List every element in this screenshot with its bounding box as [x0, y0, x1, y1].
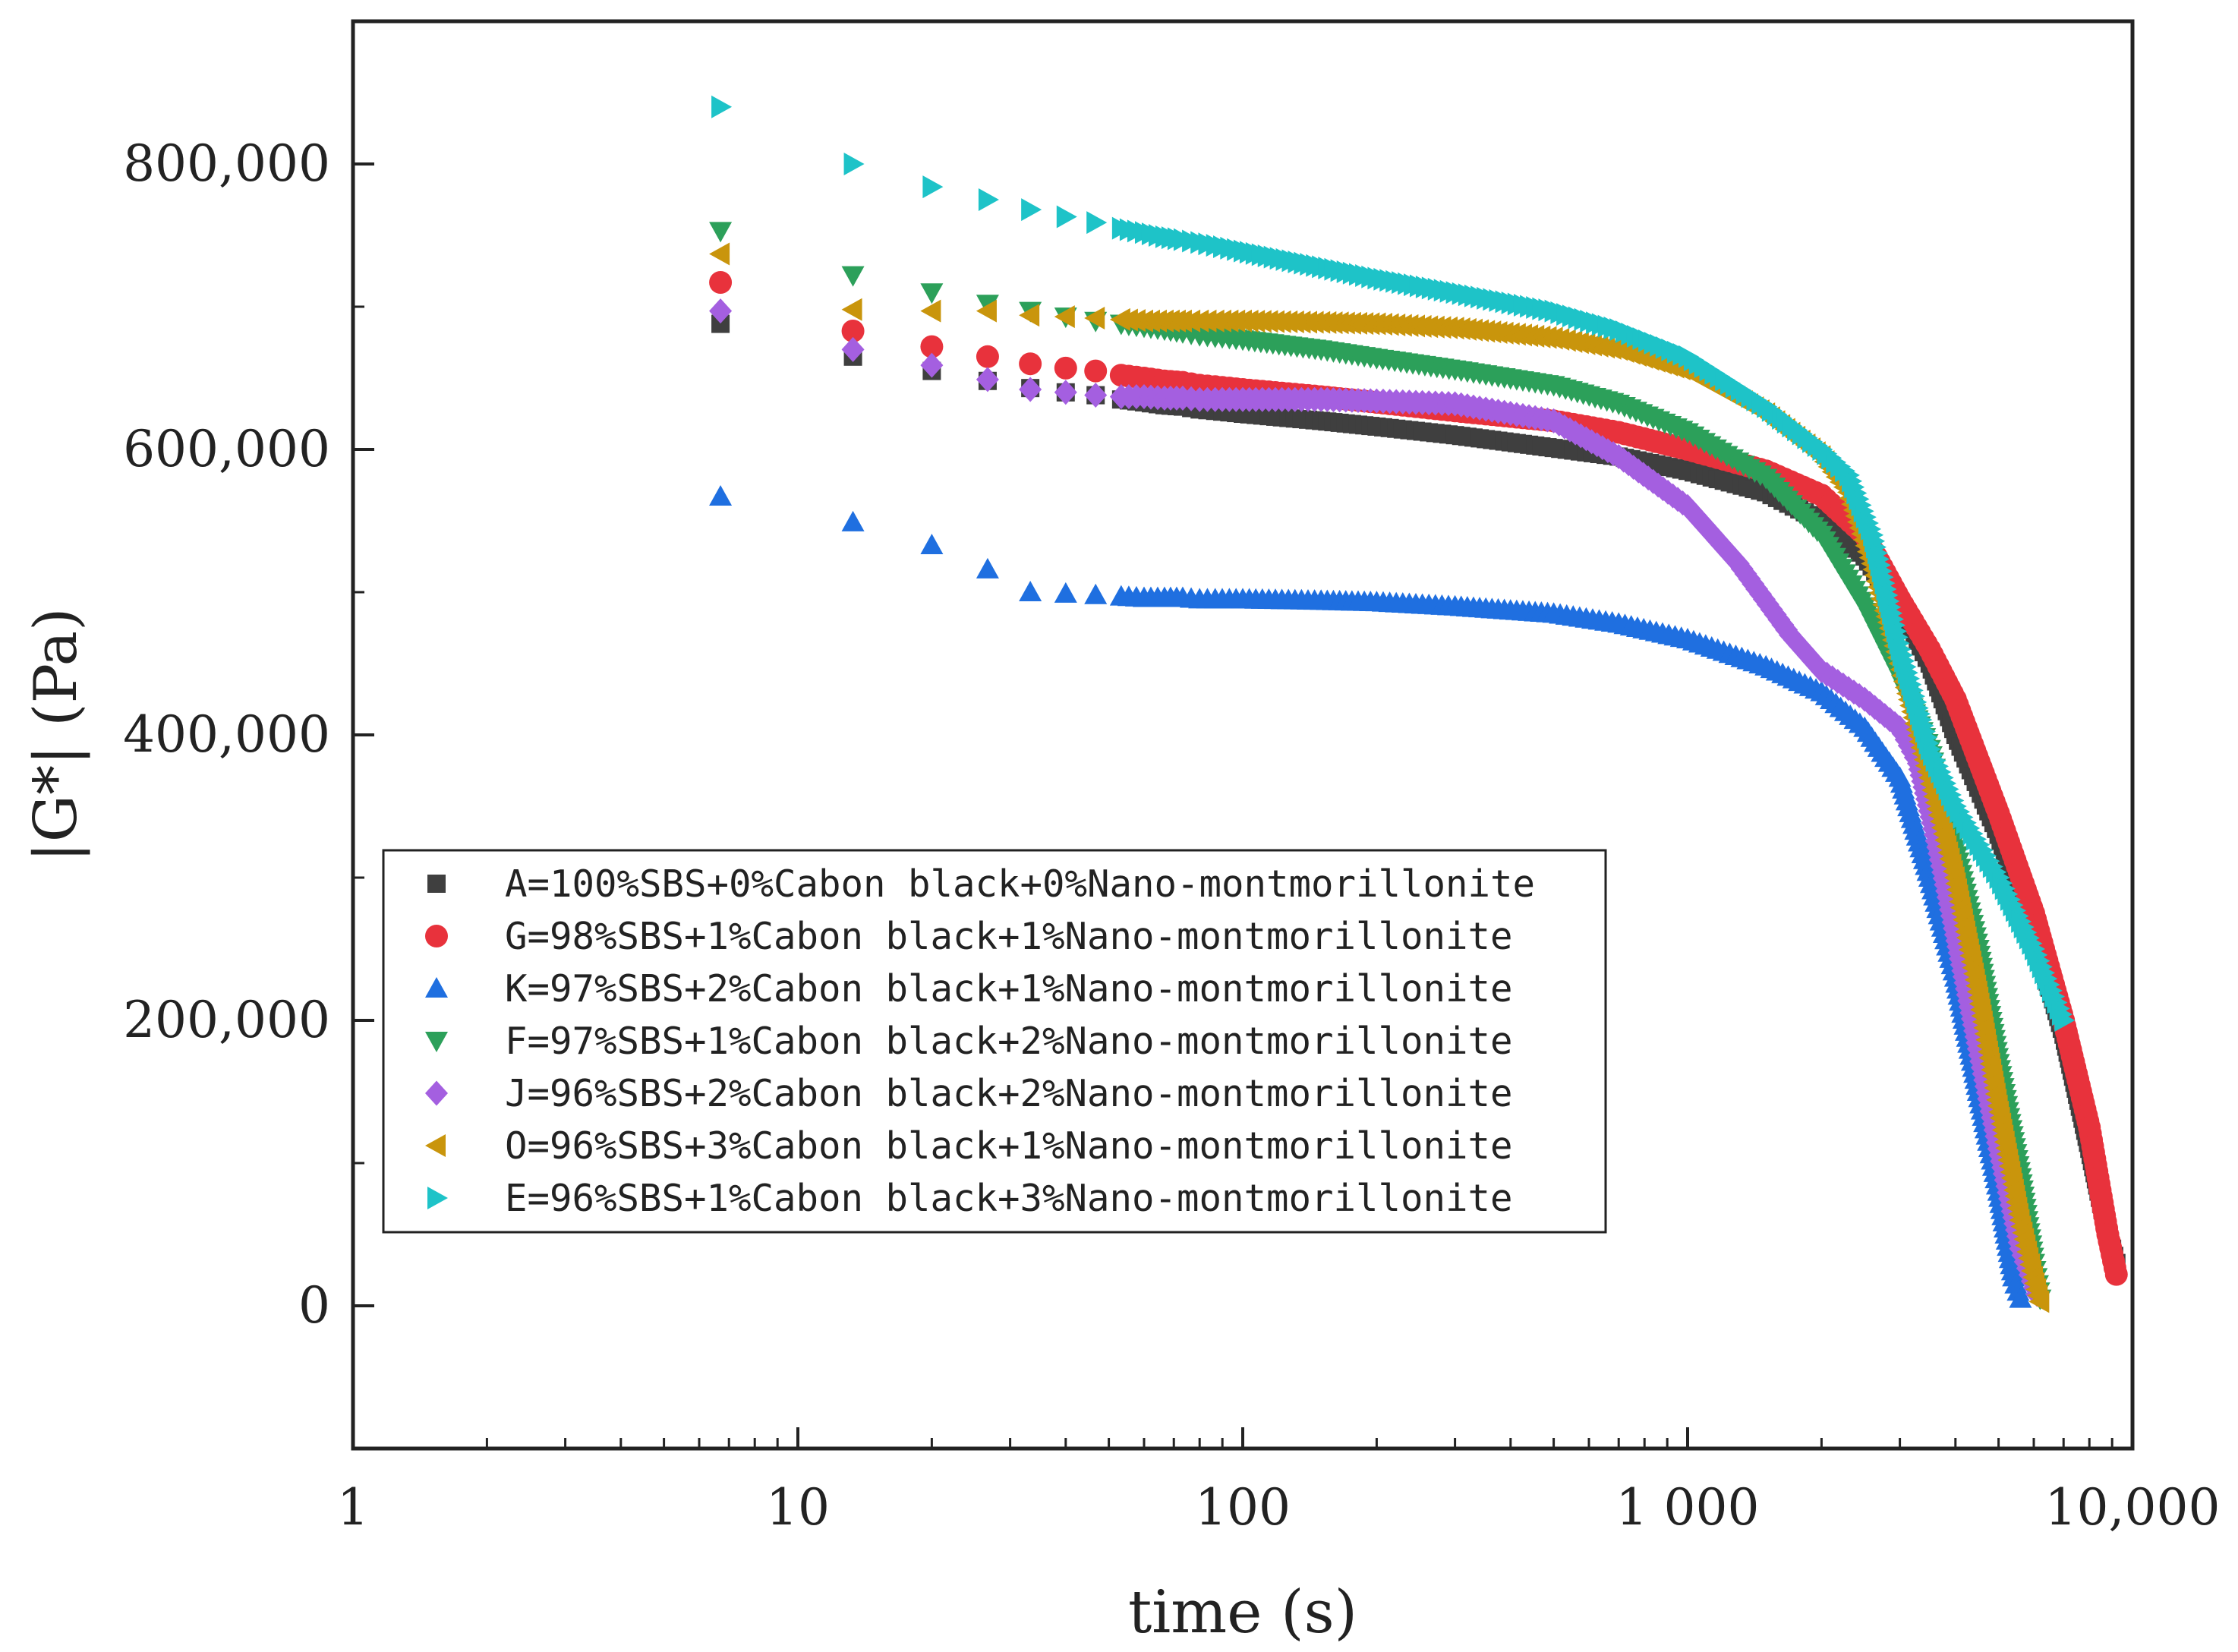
- y-tick-label: 400,000: [123, 705, 330, 764]
- legend-label: F=97%SBS+1%Cabon black+2%Nano-montmorill…: [505, 1020, 1513, 1063]
- data-point: [841, 266, 865, 287]
- data-point: [2104, 1263, 2128, 1286]
- data-point: [841, 319, 865, 342]
- legend-marker: [425, 1134, 446, 1157]
- legend-label: E=96%SBS+1%Cabon black+3%Nano-montmorill…: [505, 1177, 1513, 1220]
- data-point: [1084, 307, 1105, 330]
- data-point: [976, 367, 999, 393]
- data-point: [2009, 1287, 2032, 1308]
- legend-item-O: O=96%SBS+3%Cabon black+1%Nano-montmorill…: [425, 1124, 1513, 1168]
- data-point: [1019, 304, 1040, 327]
- data-point: [1054, 380, 1077, 405]
- data-point: [920, 299, 941, 323]
- legend-item-E: E=96%SBS+1%Cabon black+3%Nano-montmorill…: [427, 1177, 1513, 1220]
- x-tick-label: 10,000: [2045, 1478, 2221, 1537]
- data-point: [841, 510, 865, 531]
- legend-item-F: F=97%SBS+1%Cabon black+2%Nano-montmorill…: [425, 1020, 1513, 1063]
- x-tick-label: 1 000: [1616, 1478, 1760, 1537]
- y-axis-title: |G*| (Pa): [22, 607, 90, 862]
- legend-item-G: G=98%SBS+1%Cabon black+1%Nano-montmorill…: [425, 915, 1513, 958]
- legend-marker: [425, 1032, 448, 1052]
- legend-marker: [425, 977, 448, 998]
- y-tick-label: 200,000: [123, 991, 330, 1049]
- legend-marker: [425, 1080, 448, 1106]
- legend-marker: [427, 1187, 448, 1209]
- data-point: [920, 335, 944, 358]
- x-tick-label: 1: [337, 1478, 369, 1537]
- data-point: [1086, 211, 1108, 235]
- data-point: [920, 533, 944, 554]
- x-tick-label: 10: [766, 1478, 830, 1537]
- data-point: [920, 283, 944, 304]
- legend-label: O=96%SBS+3%Cabon black+1%Nano-montmorill…: [505, 1124, 1513, 1168]
- data-point: [920, 352, 944, 378]
- data-point: [978, 188, 999, 211]
- data-point: [709, 222, 733, 243]
- legend-marker: [427, 875, 446, 893]
- x-axis: 1 10 100 1 000 10,000: [337, 1427, 2220, 1537]
- data-point: [709, 485, 733, 506]
- data-point: [1084, 583, 1108, 604]
- data-point: [922, 175, 944, 199]
- x-tick-label: 100: [1195, 1478, 1291, 1537]
- x-axis-title: time (s): [1128, 1578, 1357, 1647]
- legend-marker: [425, 925, 448, 947]
- data-point: [1019, 377, 1042, 402]
- data-point: [1084, 359, 1108, 383]
- data-point: [709, 242, 730, 266]
- data-point: [1019, 581, 1042, 601]
- data-point: [1084, 383, 1108, 408]
- data-point: [841, 298, 862, 321]
- data-point: [2028, 1290, 2050, 1313]
- series-layer: [709, 95, 2128, 1313]
- y-tick-label: 800,000: [123, 134, 330, 193]
- legend-label: K=97%SBS+2%Cabon black+1%Nano-montmorill…: [505, 967, 1513, 1010]
- legend-item-J: J=96%SBS+2%Cabon black+2%Nano-montmorill…: [425, 1072, 1513, 1115]
- legend-item-A: A=100%SBS+0%Cabon black+0%Nano-montmoril…: [427, 862, 1535, 906]
- y-tick-label: 0: [298, 1276, 330, 1335]
- data-point: [711, 95, 733, 118]
- legend-label: J=96%SBS+2%Cabon black+2%Nano-montmorill…: [505, 1072, 1513, 1115]
- legend-label: G=98%SBS+1%Cabon black+1%Nano-montmorill…: [505, 915, 1513, 958]
- data-point: [1054, 356, 1077, 380]
- data-point: [1056, 205, 1077, 229]
- data-point: [1021, 198, 1042, 222]
- series-E: [711, 95, 2076, 1032]
- data-point: [843, 153, 865, 175]
- y-axis: 0 200,000 400,000 600,000 800,000: [123, 20, 374, 1450]
- data-point: [1054, 582, 1077, 603]
- data-point: [976, 345, 999, 368]
- data-point: [1054, 305, 1075, 329]
- data-point: [709, 271, 733, 295]
- data-point: [976, 557, 999, 579]
- data-point: [709, 298, 733, 324]
- legend-item-K: K=97%SBS+2%Cabon black+1%Nano-montmorill…: [425, 967, 1513, 1010]
- legend: A=100%SBS+0%Cabon black+0%Nano-montmoril…: [382, 849, 1607, 1234]
- data-point: [2054, 1009, 2076, 1032]
- data-point: [841, 336, 865, 362]
- data-point: [1019, 352, 1042, 376]
- legend-box: [382, 849, 1607, 1234]
- legend-label: A=100%SBS+0%Cabon black+0%Nano-montmoril…: [505, 862, 1535, 906]
- data-point: [976, 299, 997, 323]
- y-tick-label: 600,000: [123, 420, 330, 478]
